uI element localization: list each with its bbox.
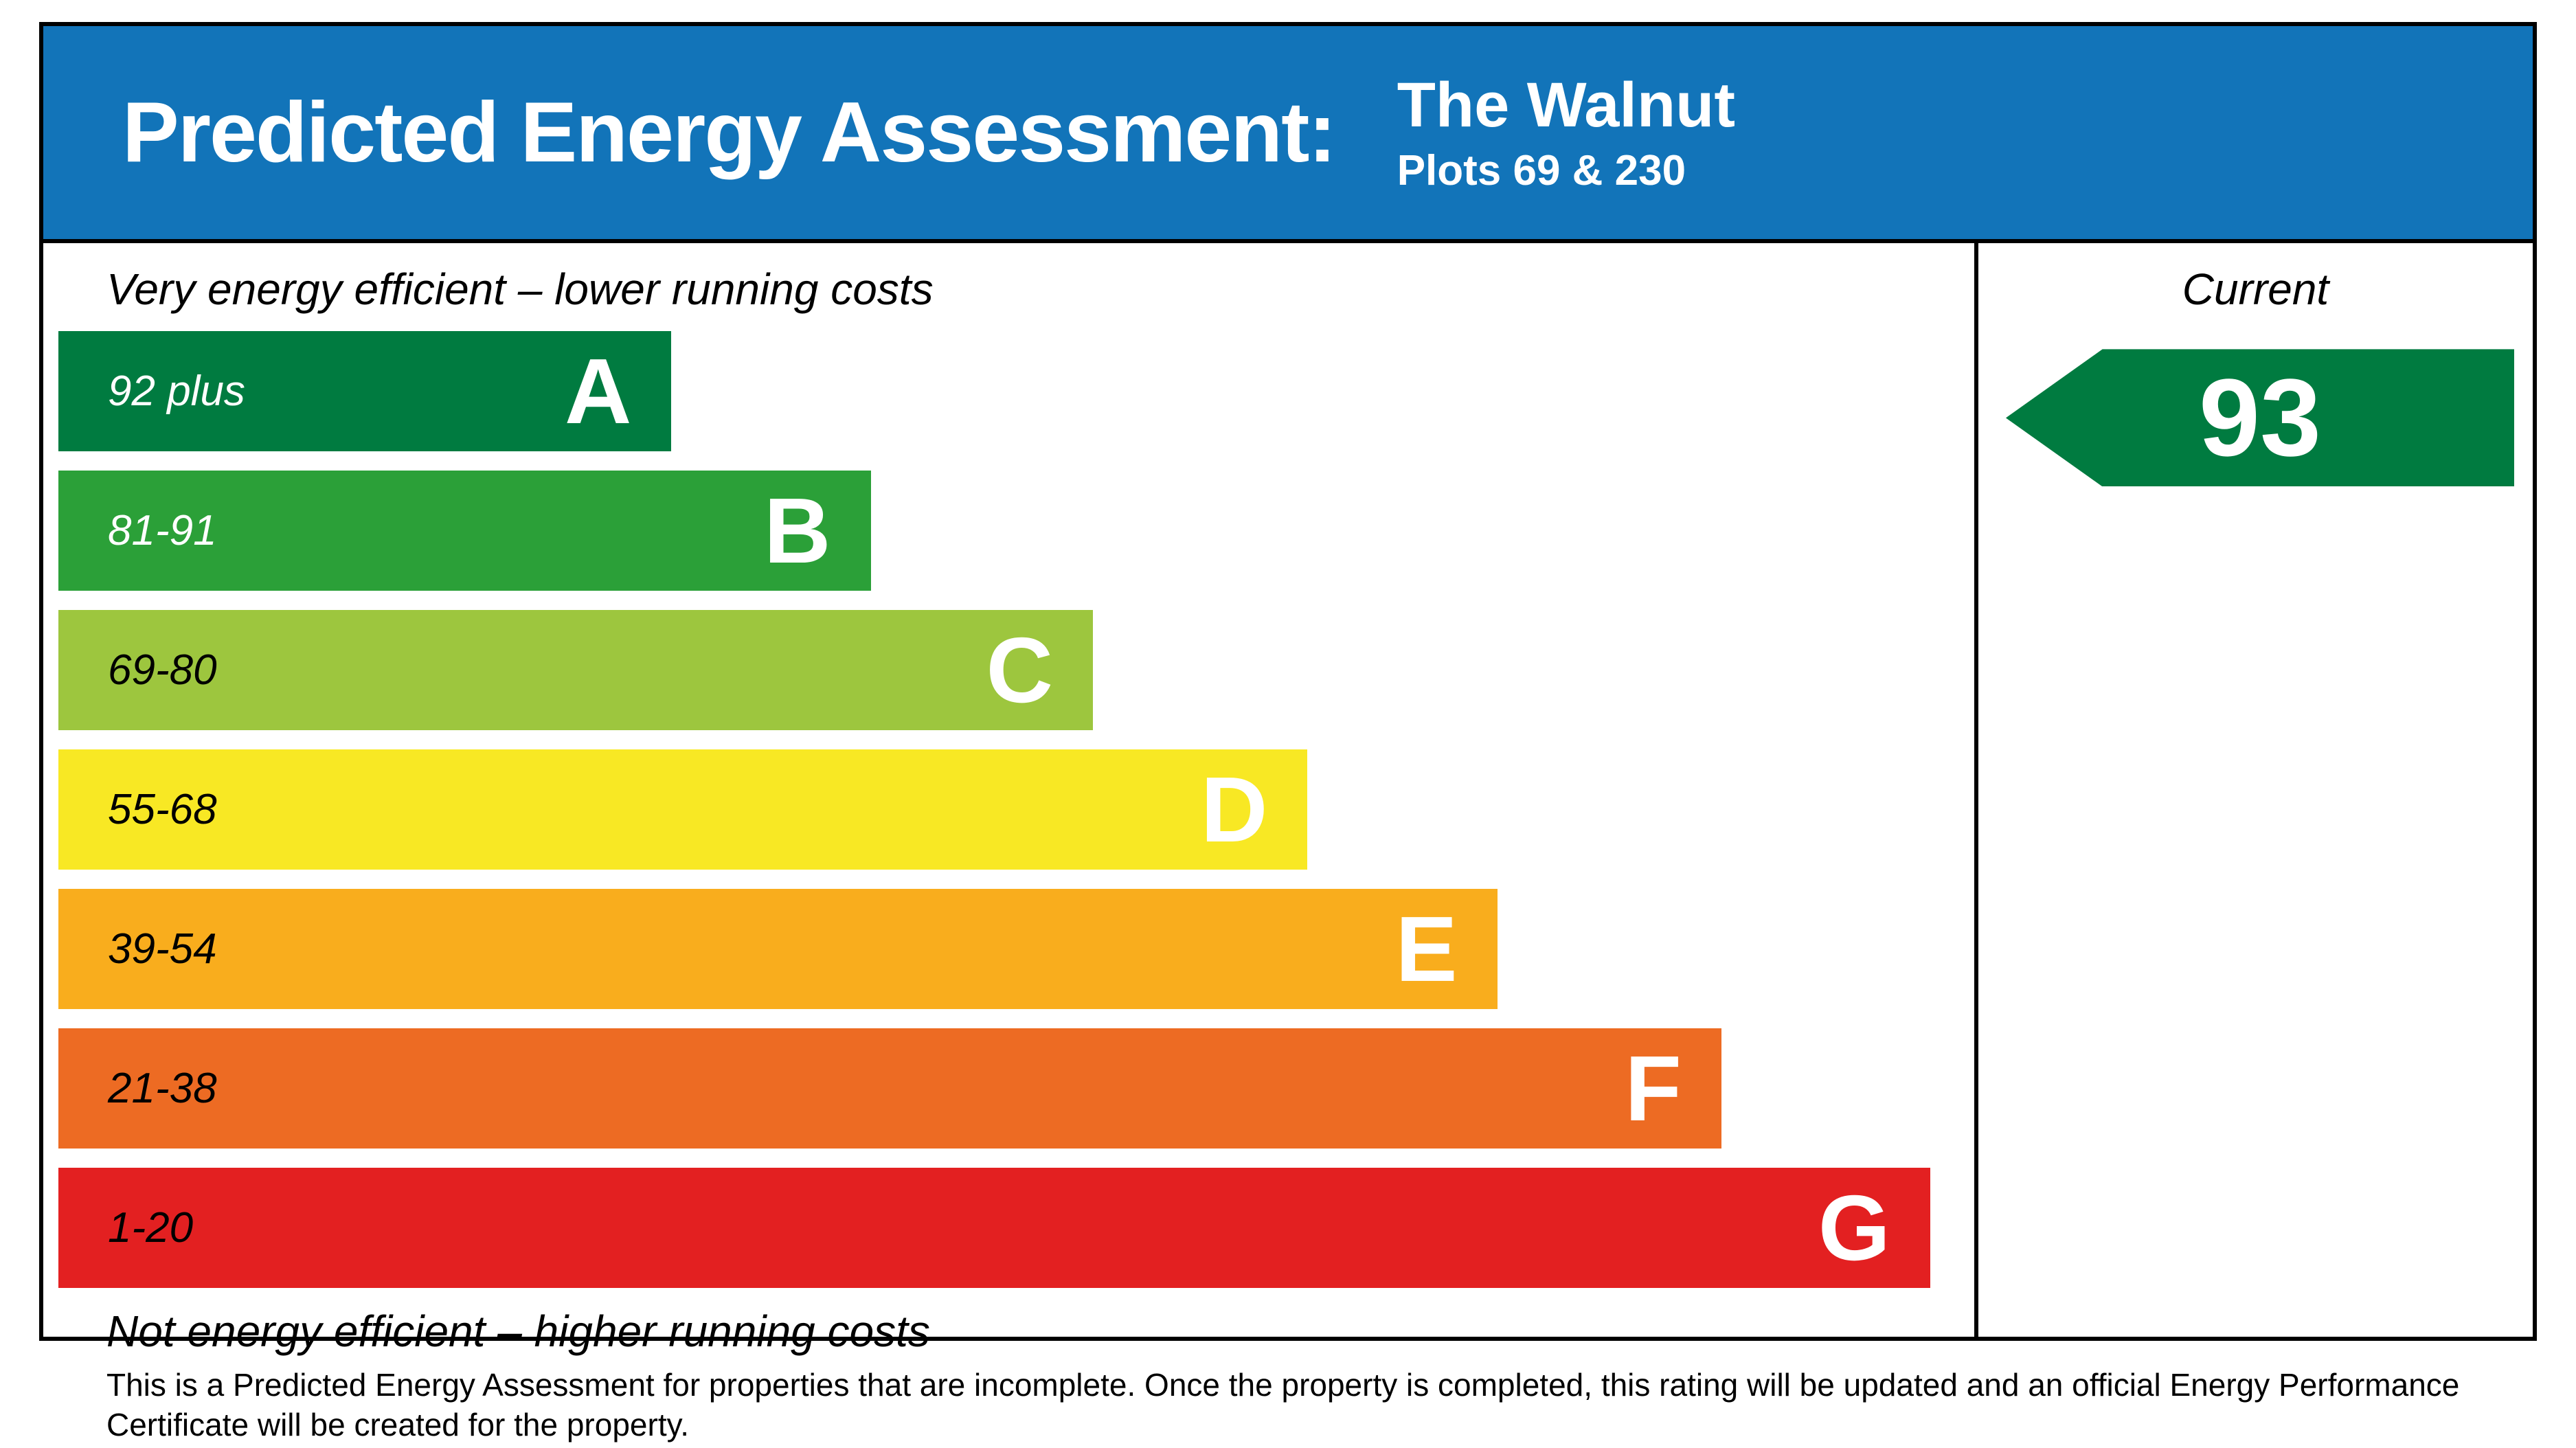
chart-body: Very energy efficient – lower running co… <box>43 243 2533 1356</box>
property-info: The Walnut Plots 69 & 230 <box>1397 71 1735 194</box>
band-f: 21-38 F <box>58 1028 1721 1149</box>
band-letter: A <box>564 339 632 444</box>
top-caption: Very energy efficient – lower running co… <box>106 264 934 314</box>
band-d: 55-68 D <box>58 749 1308 870</box>
property-name: The Walnut <box>1397 70 1735 141</box>
page-title: Predicted Energy Assessment: <box>122 85 1337 180</box>
band-range-label: 55-68 <box>108 786 217 834</box>
footer-note: This is a Predicted Energy Assessment fo… <box>106 1367 2460 1443</box>
bottom-caption: Not energy efficient – higher running co… <box>106 1306 930 1357</box>
header-banner: Predicted Energy Assessment: The Walnut … <box>43 26 2533 243</box>
band-letter: C <box>986 618 1054 723</box>
band-range-label: 1-20 <box>108 1204 194 1252</box>
current-column-header: Current <box>2182 264 2329 314</box>
rating-bands: 92 plus A 81-91 B 69-80 C 55-68 D <box>43 331 1974 1289</box>
band-letter: G <box>1818 1176 1890 1280</box>
band-letter: F <box>1625 1037 1682 1141</box>
property-plots: Plots 69 & 230 <box>1397 146 1686 194</box>
band-range-label: 69-80 <box>108 646 217 694</box>
current-rating-value: 93 <box>2199 356 2321 479</box>
band-c: 69-80 C <box>58 610 1094 731</box>
epc-certificate: Predicted Energy Assessment: The Walnut … <box>39 22 2537 1356</box>
band-letter: B <box>764 479 831 583</box>
rating-scale-area: Very energy efficient – lower running co… <box>43 243 1978 1356</box>
band-g: 1-20 G <box>58 1168 1930 1289</box>
band-range-label: 39-54 <box>108 925 217 973</box>
current-rating-arrow: 93 <box>2006 349 2514 487</box>
band-e: 39-54 E <box>58 889 1498 1010</box>
current-rating-column: Current 93 <box>1978 243 2533 1337</box>
band-letter: E <box>1395 897 1458 1002</box>
band-a: 92 plus A <box>58 331 672 452</box>
band-range-label: 92 plus <box>108 367 245 416</box>
band-letter: D <box>1200 758 1268 862</box>
band-b: 81-91 B <box>58 471 871 591</box>
band-range-label: 21-38 <box>108 1065 217 1113</box>
band-range-label: 81-91 <box>108 507 217 555</box>
